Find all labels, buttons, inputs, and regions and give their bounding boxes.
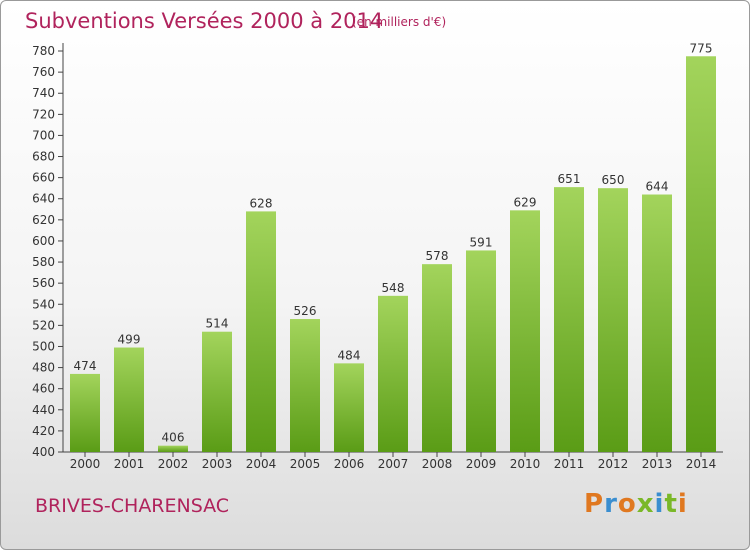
y-tick-label: 680	[32, 150, 55, 164]
logo-letter: t	[664, 489, 678, 519]
data-labels: 474 499 406 514 628 526 484 548 578 591 629 651 650 6…	[74, 41, 713, 444]
y-tick-label: 540	[32, 297, 55, 311]
y-tick-label: 580	[32, 255, 55, 269]
y-tick-label: 700	[32, 128, 55, 142]
bar	[510, 210, 540, 452]
bar	[202, 331, 232, 452]
x-tick-label: 2004	[246, 457, 277, 471]
y-tick-label: 480	[32, 361, 55, 375]
x-tick-label: 2006	[334, 457, 365, 471]
y-tick-label: 520	[32, 318, 55, 332]
bar-value-label: 499	[118, 333, 141, 347]
logo-letter: i	[654, 489, 665, 519]
bar	[290, 319, 320, 452]
bar-value-label: 526	[294, 304, 317, 318]
bar	[466, 250, 496, 452]
x-tick-label: 2014	[686, 457, 717, 471]
y-tick-label: 440	[32, 403, 55, 417]
bar-value-label: 578	[426, 249, 449, 263]
bar-value-label: 651	[558, 172, 581, 186]
y-tick-label: 620	[32, 213, 55, 227]
x-tick-label: 2011	[554, 457, 585, 471]
bar-value-label: 514	[206, 317, 229, 331]
bar	[554, 187, 584, 452]
y-tick-label: 740	[32, 86, 55, 100]
bar	[246, 211, 276, 452]
proxiti-logo[interactable]: Proxiti	[584, 489, 688, 519]
x-tick-label: 2007	[378, 457, 409, 471]
y-tick-label: 560	[32, 276, 55, 290]
bar-value-label: 406	[162, 431, 185, 445]
bar-value-label: 644	[646, 180, 669, 194]
x-tick-label: 2012	[598, 457, 629, 471]
bar-value-label: 629	[514, 195, 537, 209]
bar	[642, 194, 672, 452]
commune-name: BRIVES-CHARENSAC	[35, 495, 230, 517]
bar-value-label: 775	[690, 41, 713, 55]
y-tick-label: 420	[32, 424, 55, 438]
logo-letter: o	[617, 489, 637, 519]
logo-letter: x	[636, 489, 655, 519]
x-tick-label: 2002	[158, 457, 189, 471]
bar	[334, 363, 364, 452]
y-tick-label: 600	[32, 234, 55, 248]
y-tick-label: 460	[32, 382, 55, 396]
bar-value-label: 548	[382, 281, 405, 295]
bar-series	[70, 56, 716, 453]
chart-title: Subventions Versées 2000 à 2014	[25, 9, 384, 33]
x-tick-label: 2013	[642, 457, 673, 471]
logo-letter: i	[677, 489, 688, 519]
x-tick-label: 2000	[70, 457, 101, 471]
x-tick-label: 2005	[290, 457, 321, 471]
bar	[378, 295, 408, 452]
chart-subtitle: (en milliers d'€)	[352, 15, 447, 29]
bar	[158, 445, 188, 452]
y-tick-label: 760	[32, 65, 55, 79]
bar	[70, 373, 100, 452]
bar-value-label: 650	[602, 173, 625, 187]
bar	[114, 347, 144, 452]
x-tick-label: 2001	[114, 457, 145, 471]
bar-value-label: 484	[338, 348, 361, 362]
y-tick-label: 780	[32, 44, 55, 58]
x-tick-label: 2008	[422, 457, 453, 471]
logo-letter: P	[584, 489, 605, 519]
bar-value-label: 591	[470, 235, 493, 249]
bar-value-label: 628	[250, 196, 273, 210]
bar	[686, 56, 716, 453]
bar	[422, 264, 452, 452]
x-tick-label: 2003	[202, 457, 233, 471]
y-tick-label: 640	[32, 192, 55, 206]
logo-letter: r	[604, 489, 618, 519]
y-tick-label: 500	[32, 339, 55, 353]
chart-axes: 400 420 440 460 480 500 520 540 560 580 600 620 640 6…	[32, 43, 723, 471]
x-tick-label: 2009	[466, 457, 497, 471]
y-tick-label: 720	[32, 107, 55, 121]
y-tick-label: 400	[32, 445, 55, 459]
bar	[598, 188, 628, 452]
y-tick-label: 660	[32, 171, 55, 185]
x-tick-label: 2010	[510, 457, 541, 471]
bar-value-label: 474	[74, 359, 97, 373]
